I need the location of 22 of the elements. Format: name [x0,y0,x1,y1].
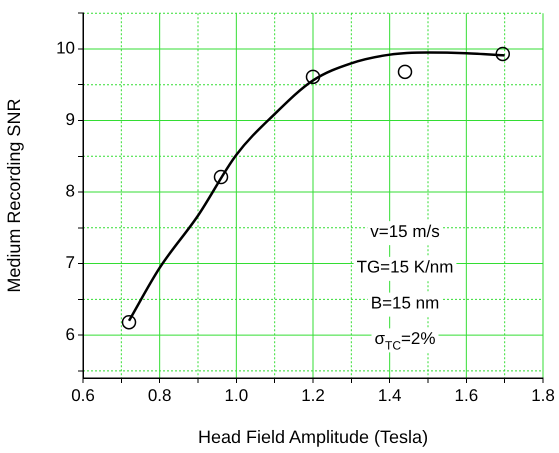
y-tick-label: 10 [56,38,75,58]
x-axis-title: Head Field Amplitude (Tesla) [198,427,428,448]
x-tick-label: 1.6 [454,386,478,405]
annotation: B=15 nm [370,293,440,312]
x-tick-label: 1.0 [224,386,248,405]
y-tick-label: 7 [66,253,75,272]
x-tick-label: 1.2 [301,386,325,405]
annotation: TG=15 K/nm [356,258,454,277]
y-tick-label: 8 [66,182,75,201]
x-tick-label: 1.4 [378,386,402,405]
y-tick-label: 9 [66,110,75,130]
point [122,314,136,330]
point [496,46,510,62]
x-tick-label: 0.8 [148,386,172,405]
point [214,170,228,184]
y-axis-title: Medium Recording SNR [4,98,24,293]
x-tick-label: 1.8 [531,386,555,405]
point [398,64,412,80]
annotation: v=15 m/s [370,222,440,241]
x-tick-label: 0.6 [71,386,95,405]
y-tick-label: 6 [66,324,75,344]
point [306,70,320,84]
